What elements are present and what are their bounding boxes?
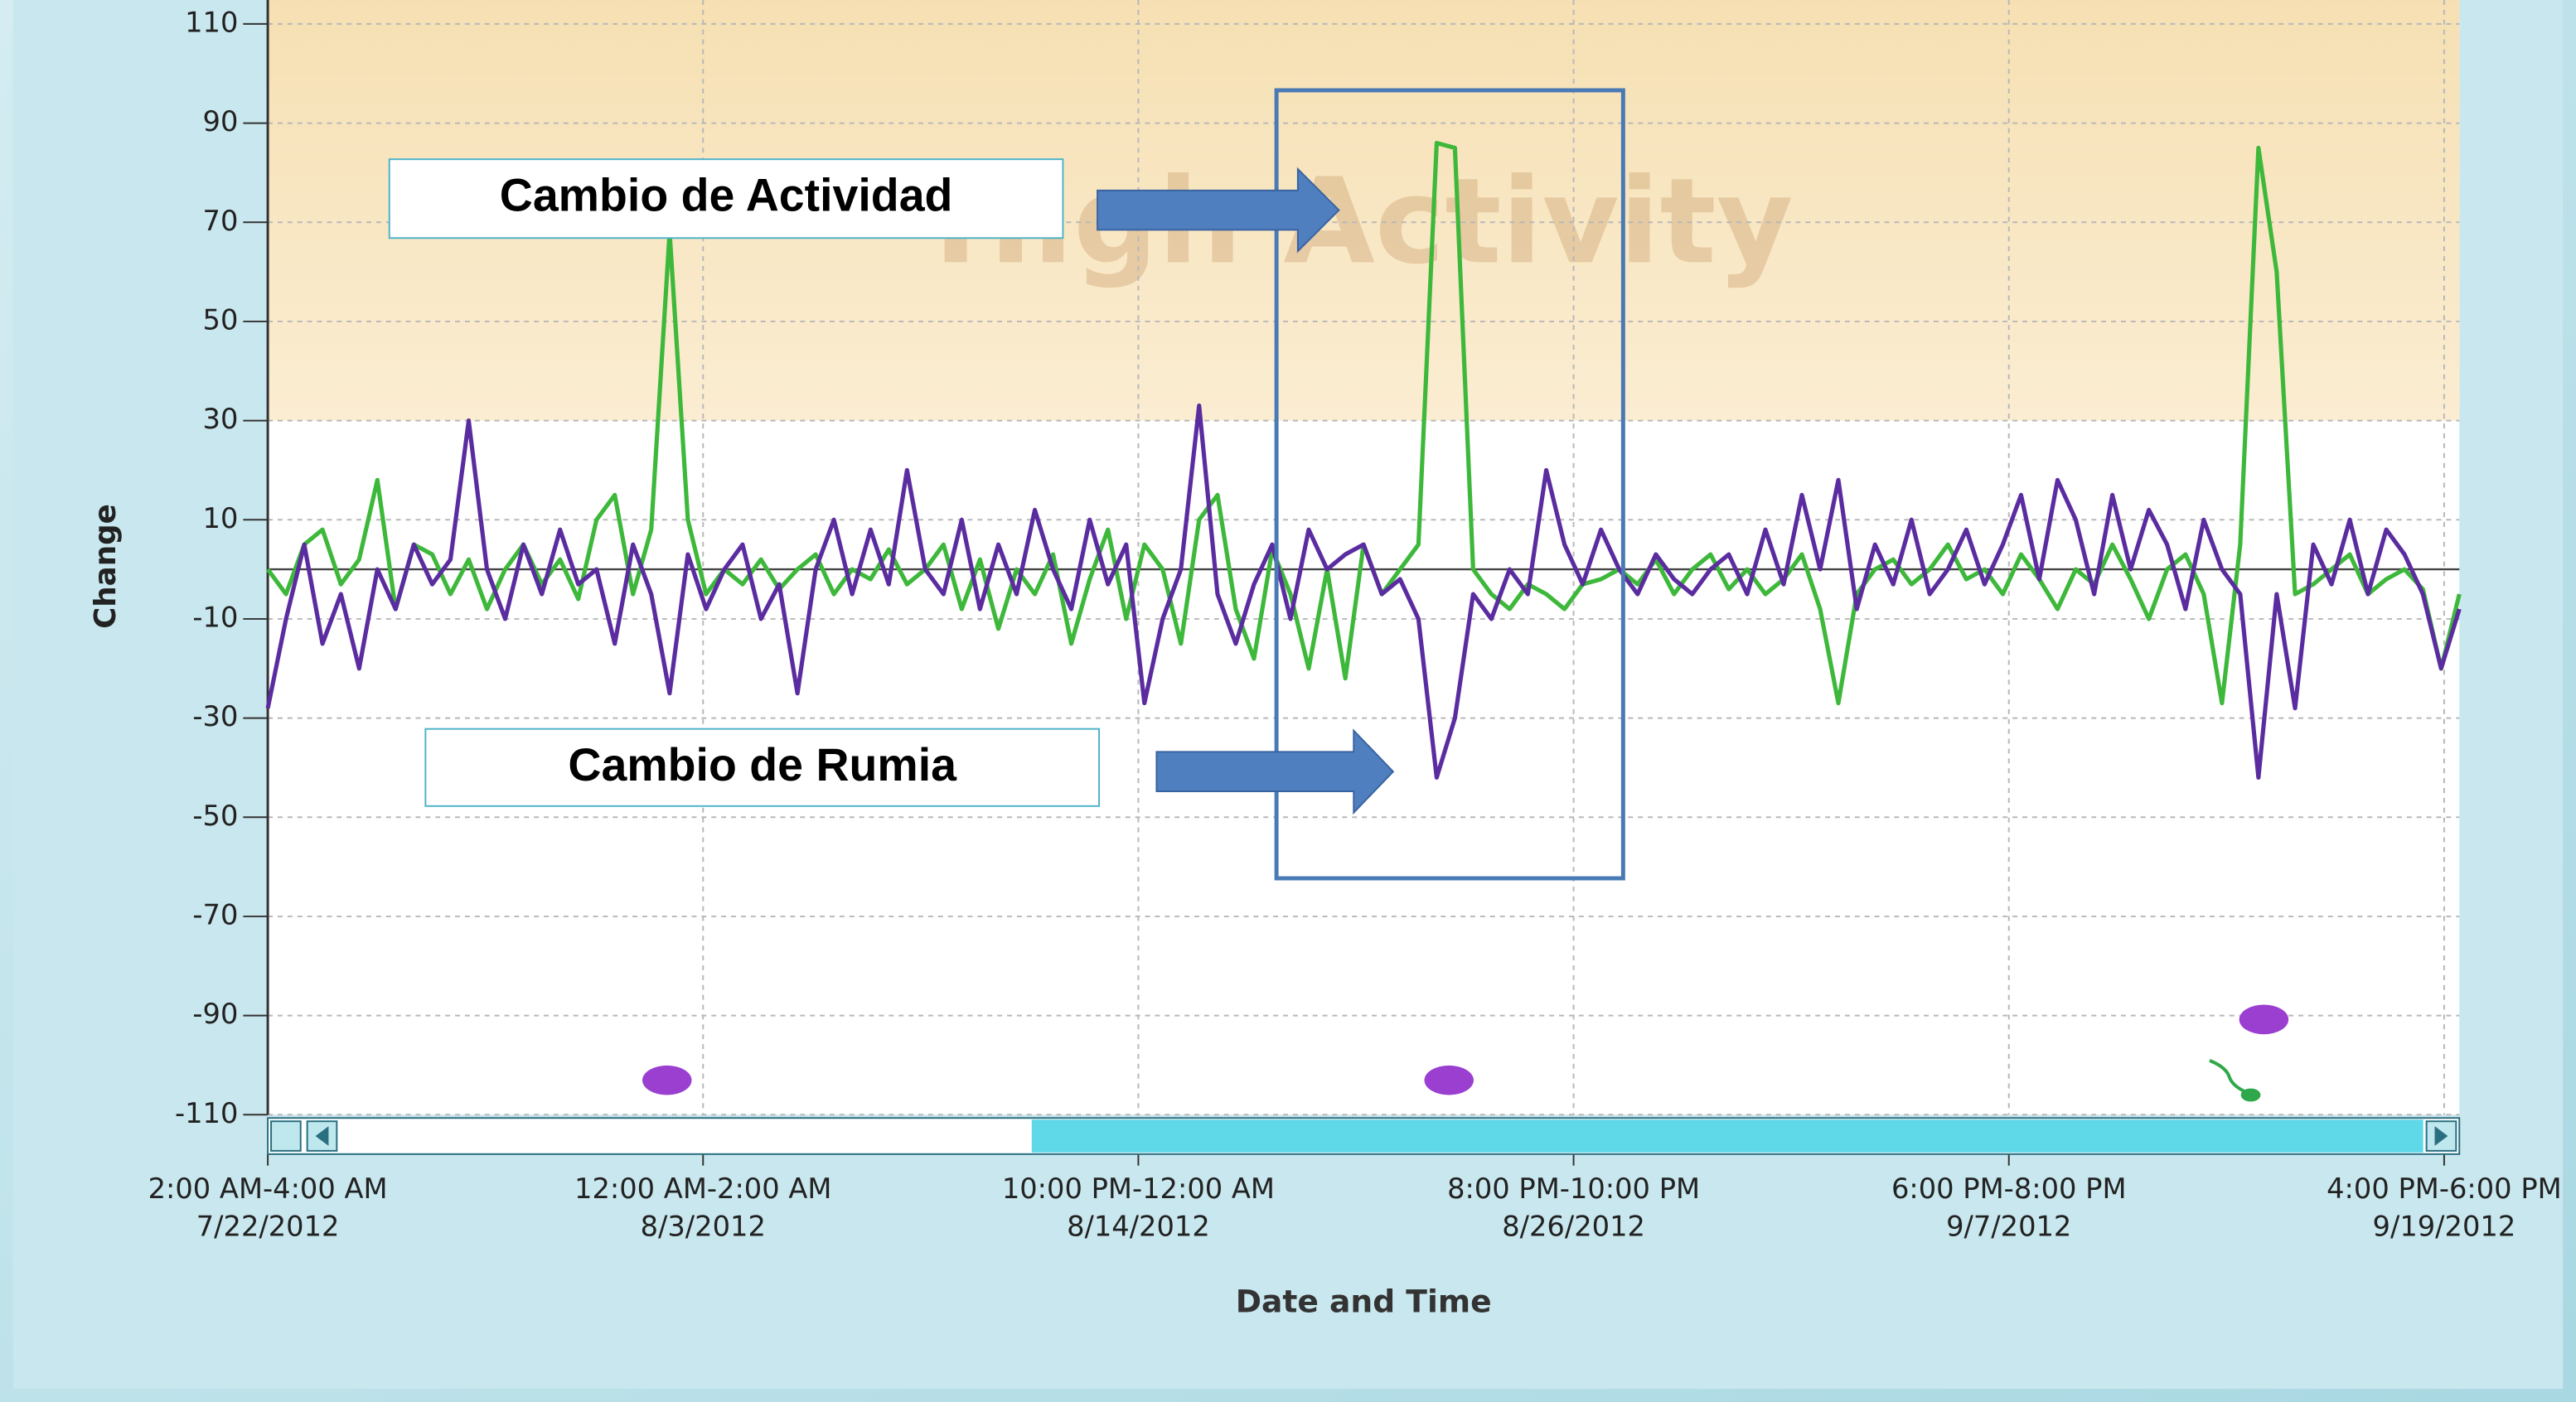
scroll-right-icon: [2434, 1126, 2448, 1146]
overlay: Cambio de Actividad Cambio de Rumia: [267, 88, 2461, 1155]
x-tick-label: 6:00 PM-8:00 PM: [1891, 1172, 2127, 1205]
scrollbar-thumb[interactable]: [1031, 1119, 2423, 1153]
y-tick-label: -50: [192, 800, 238, 832]
y-tick-label: -30: [192, 700, 238, 732]
y-axis-label: Change: [89, 504, 123, 629]
y-tick-label: 50: [203, 303, 239, 336]
series-line: [265, 403, 2462, 780]
cow-icon: [642, 1065, 692, 1095]
x-tick-label: 8:00 PM-10:00 PM: [1447, 1172, 1700, 1205]
x-tick-label: 4:00 PM-6:00 PM: [2327, 1172, 2562, 1205]
y-tick-label: 30: [203, 403, 239, 435]
annotation-text: Cambio de Actividad: [500, 169, 953, 220]
x-tick-label: 9/19/2012: [2373, 1210, 2516, 1242]
x-tick-label: 12:00 AM-2:00 AM: [574, 1172, 831, 1205]
y-tick-label: 10: [203, 502, 239, 534]
insemination-icon: [2240, 1088, 2261, 1102]
x-tick-label: 9/7/2012: [1946, 1210, 2071, 1242]
cow-icon: [1424, 1065, 1474, 1095]
x-tick-label: 8/26/2012: [1502, 1210, 1645, 1242]
zoom-button[interactable]: [270, 1120, 302, 1152]
insemination-icon: [2209, 1059, 2250, 1095]
x-tick-label: 8/3/2012: [641, 1210, 766, 1242]
scroll-left-icon: [315, 1126, 329, 1146]
y-tick-label: -110: [175, 1097, 238, 1129]
annotation-box: [424, 728, 1101, 807]
scroll-right-button[interactable]: [2425, 1120, 2457, 1152]
highlight-box: [1274, 88, 1625, 881]
x-tick-label: 7/22/2012: [196, 1210, 340, 1242]
y-tick-label: 90: [203, 105, 239, 138]
annotation-text: Cambio de Rumia: [568, 739, 957, 790]
arrow: [1097, 167, 1340, 254]
x-tick-label: 8/14/2012: [1067, 1210, 1210, 1242]
x-axis-label: Date and Time: [1236, 1284, 1492, 1320]
annotation-box: [388, 158, 1064, 239]
y-tick-label: -90: [192, 998, 238, 1030]
y-tick-label: -10: [192, 601, 238, 633]
y-tick-label: -70: [192, 898, 238, 931]
x-tick-label: 2:00 AM-4:00 AM: [148, 1172, 388, 1205]
y-tick-label: 70: [203, 205, 239, 237]
cow-icon: [2239, 1004, 2289, 1035]
x-tick-label: 10:00 PM-12:00 AM: [1002, 1172, 1275, 1205]
arrow: [1155, 728, 1395, 815]
y-tick-label: 110: [185, 6, 238, 38]
